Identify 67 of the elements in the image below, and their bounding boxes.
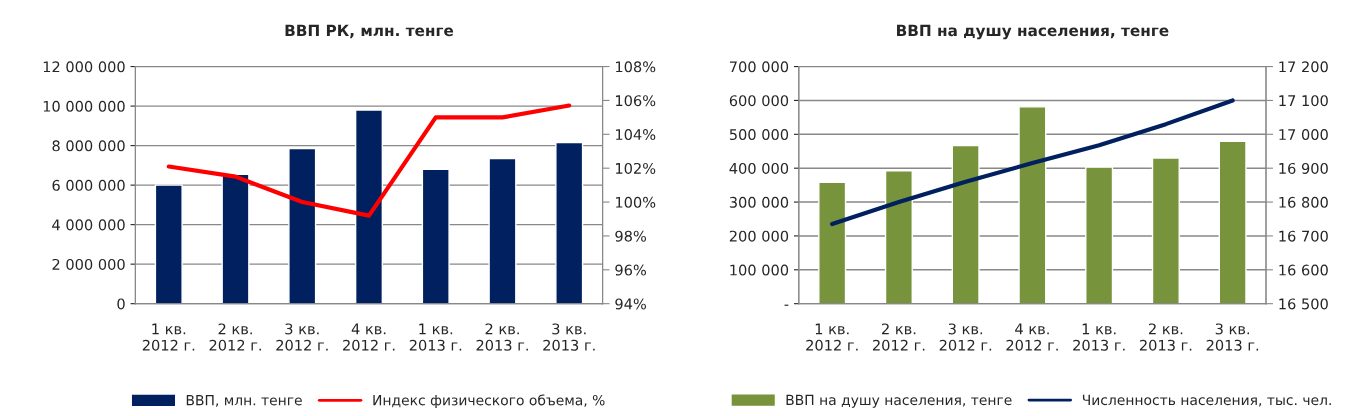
y-tick-label: 600 000	[729, 95, 789, 107]
bar	[488, 157, 517, 304]
y-tick-label: -	[784, 304, 789, 306]
y2-tick-label: 16 700	[1279, 230, 1328, 242]
x-tick-label: 2 кв. 2012 г.	[209, 323, 261, 351]
bar	[1085, 166, 1114, 304]
y-tick-label: 0	[117, 298, 125, 310]
y2-tick-label: 106%	[615, 95, 656, 107]
bar	[1218, 140, 1247, 304]
x-tick-label: 3 кв. 2012 г.	[939, 323, 992, 351]
y2-tick-label: 17 000	[1279, 129, 1328, 141]
y2-tick-label: 17 200	[1279, 61, 1328, 73]
bar	[951, 144, 980, 304]
legend-label: ВВП, млн. тенге	[186, 395, 302, 407]
y-tick-label: 2 000 000	[52, 258, 125, 270]
y2-tick-label: 96%	[615, 264, 646, 276]
bar	[288, 147, 317, 304]
bar	[421, 168, 450, 304]
chart-title: ВВП на душу населения, тенге	[897, 24, 1169, 40]
y2-tick-label: 108%	[615, 61, 656, 73]
x-tick-label: 1 кв. 2012 г.	[806, 323, 858, 351]
x-tick-label: 2 кв. 2013 г.	[476, 323, 528, 351]
y2-tick-label: 16 500	[1279, 298, 1328, 310]
y2-tick-label: 17 100	[1279, 95, 1328, 107]
y-tick-label: 700 000	[729, 61, 789, 73]
legend-label: Численность населения, тыс. чел.	[1082, 394, 1331, 407]
y-tick-label: 8 000 000	[52, 140, 125, 152]
x-tick-label: 4 кв. 2012 г.	[343, 323, 395, 351]
y2-tick-label: 102%	[615, 162, 656, 174]
bar	[555, 141, 584, 304]
x-tick-label: 3 кв. 2013 г.	[543, 323, 595, 351]
y2-tick-label: 16 600	[1279, 264, 1328, 276]
y-tick-label: 200 000	[729, 230, 789, 242]
bar	[1151, 157, 1180, 304]
bar	[154, 184, 183, 304]
legend-label: Индекс физического объема, %	[373, 394, 605, 409]
x-tick-label: 3 кв. 2013 г.	[1206, 323, 1259, 351]
y2-tick-label: 16 800	[1279, 196, 1328, 208]
y-tick-label: 400 000	[729, 162, 789, 174]
x-tick-label: 2 кв. 2013 г.	[1139, 323, 1192, 351]
x-tick-label: 4 кв. 2012 г.	[1006, 323, 1058, 351]
x-tick-label: 1 кв. 2012 г.	[142, 323, 195, 351]
x-tick-label: 2 кв. 2012 г.	[872, 323, 925, 351]
bar	[1018, 106, 1047, 304]
y-tick-label: 6 000 000	[52, 179, 125, 191]
y-tick-label: 12 000 000	[43, 61, 125, 73]
bar	[818, 181, 847, 304]
x-tick-label: 3 кв. 2012 г.	[276, 323, 328, 351]
y-tick-label: 500 000	[729, 129, 789, 141]
line-series	[166, 103, 572, 218]
y2-tick-label: 94%	[615, 298, 646, 310]
y-tick-label: 100 000	[730, 264, 789, 276]
legend-label: ВВП на душу населения, тенге	[786, 394, 1012, 408]
bar	[354, 109, 384, 304]
bar	[221, 173, 250, 304]
y2-tick-label: 98%	[615, 230, 646, 242]
y-tick-label: 10 000 000	[43, 100, 125, 112]
x-tick-label: 1 кв. 2013 г.	[409, 323, 462, 351]
y2-tick-label: 104%	[615, 129, 656, 141]
y2-tick-label: 16 900	[1279, 162, 1328, 174]
chart-title: ВВП РК, млн. тенге	[285, 24, 454, 39]
line-series	[830, 98, 1235, 227]
bar	[884, 170, 913, 304]
x-tick-label: 1 кв. 2013 г.	[1073, 323, 1125, 351]
y2-tick-label: 100%	[615, 196, 656, 208]
y-tick-label: 4 000 000	[52, 219, 125, 231]
y-tick-label: 300 000	[729, 196, 789, 208]
